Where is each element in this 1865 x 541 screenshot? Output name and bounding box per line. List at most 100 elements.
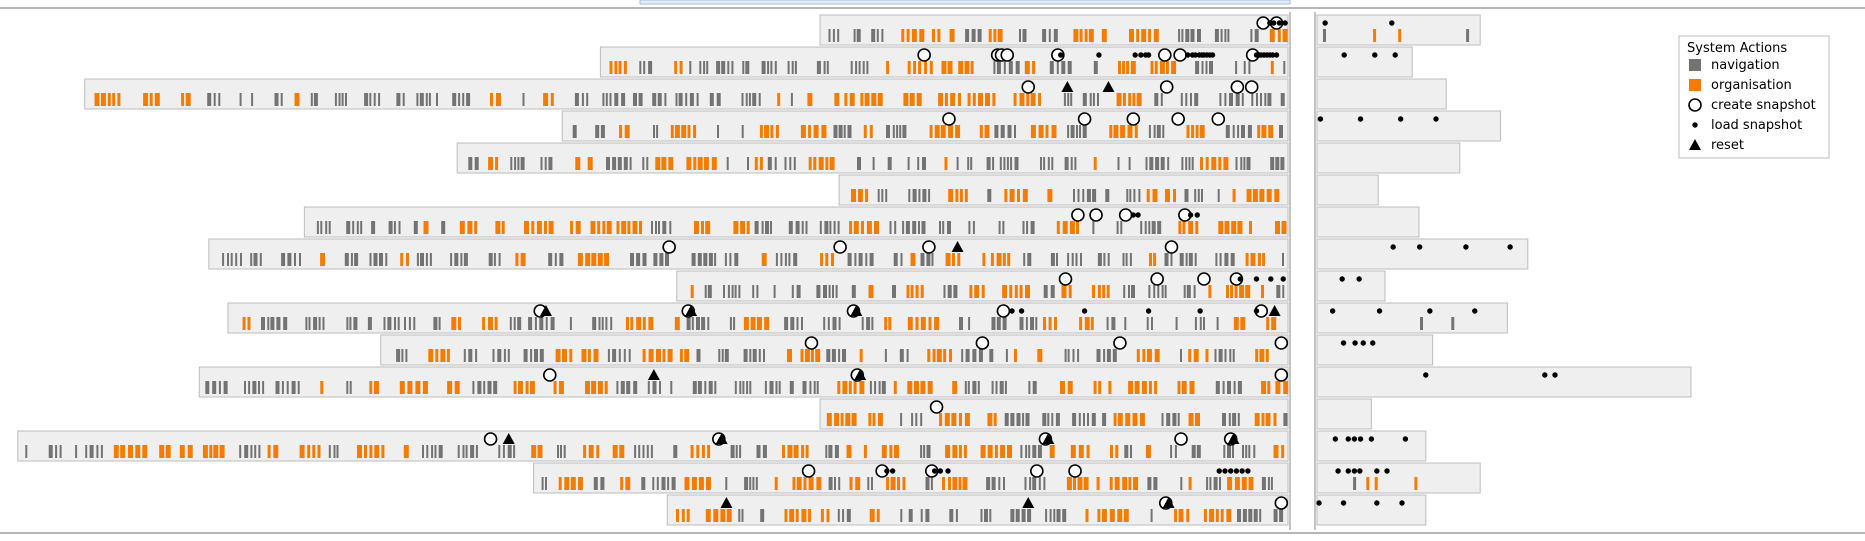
organisation-mark <box>1165 189 1170 202</box>
navigation-mark <box>250 445 253 458</box>
load-snapshot-marker <box>884 468 890 474</box>
navigation-mark <box>1235 61 1238 74</box>
organisation-mark <box>1136 349 1140 362</box>
navigation-mark <box>610 317 613 330</box>
create-snapshot-marker <box>1051 48 1065 62</box>
navigation-mark <box>655 221 657 234</box>
organisation-mark <box>1049 445 1055 458</box>
organisation-mark <box>793 445 799 458</box>
navigation-mark <box>350 253 353 266</box>
organisation-mark <box>620 477 624 490</box>
navigation-mark <box>986 157 991 170</box>
organisation-mark <box>1073 477 1076 490</box>
organisation-mark <box>440 349 446 362</box>
organisation-mark <box>787 445 793 458</box>
navigation-mark <box>1010 413 1015 426</box>
session-rows <box>17 14 1692 526</box>
navigation-mark <box>638 93 643 106</box>
organisation-mark <box>642 317 646 330</box>
organisation-mark <box>821 125 827 138</box>
organisation-mark <box>987 445 993 458</box>
organisation-mark <box>949 349 952 362</box>
load-snapshot-marker <box>1374 468 1380 474</box>
navigation-mark <box>1028 445 1031 458</box>
navigation-mark <box>1161 413 1164 426</box>
organisation-mark <box>1193 349 1199 362</box>
navigation-mark <box>926 253 931 266</box>
create-snapshot-marker <box>1158 48 1172 62</box>
organisation-mark <box>1060 381 1065 394</box>
navigation-mark <box>1133 189 1136 202</box>
navigation-mark <box>388 221 393 234</box>
navigation-mark <box>1185 93 1188 106</box>
organisation-mark <box>826 413 832 426</box>
navigation-mark <box>385 253 388 266</box>
organisation-mark <box>959 413 962 426</box>
organisation-mark <box>1398 29 1402 42</box>
navigation-mark <box>993 61 996 74</box>
reset-marker <box>1042 433 1055 444</box>
organisation-mark <box>990 253 994 266</box>
navigation-mark <box>313 317 318 330</box>
navigation-mark <box>1147 477 1152 490</box>
navigation-mark <box>520 157 525 170</box>
navigation-mark <box>1019 29 1021 42</box>
organisation-mark <box>1373 29 1377 42</box>
navigation-mark <box>756 445 761 458</box>
organisation-mark <box>1093 157 1097 170</box>
organisation-mark <box>1218 221 1224 234</box>
navigation-mark <box>802 381 807 394</box>
navigation-mark <box>1201 61 1204 74</box>
navigation-mark <box>539 317 544 330</box>
navigation-mark <box>939 221 941 234</box>
organisation-mark <box>944 93 948 106</box>
navigation-mark <box>956 157 959 170</box>
navigation-mark <box>544 157 547 170</box>
navigation-mark <box>514 157 517 170</box>
organisation-mark <box>784 509 788 522</box>
session-row <box>561 110 1502 142</box>
navigation-mark <box>606 157 610 170</box>
organisation-mark <box>948 125 954 138</box>
organisation-mark <box>970 61 974 74</box>
session-row <box>819 398 1372 430</box>
organisation-mark <box>844 93 848 106</box>
organisation-mark <box>894 445 899 458</box>
navigation-mark <box>652 93 657 106</box>
navigation-mark <box>691 253 696 266</box>
organisation-mark <box>577 253 583 266</box>
navigation-mark <box>1224 29 1227 42</box>
navigation-mark <box>1237 381 1242 394</box>
organisation-mark <box>903 93 909 106</box>
organisation-mark <box>562 349 567 362</box>
navigation-mark <box>394 317 396 330</box>
organisation-mark <box>1159 61 1165 74</box>
navigation-mark <box>25 445 28 458</box>
organisation-mark <box>972 93 976 106</box>
organisation-mark <box>1205 157 1209 170</box>
navigation-mark <box>346 317 349 330</box>
organisation-mark <box>1186 509 1190 522</box>
navigation-mark <box>1004 381 1007 394</box>
organisation-mark <box>1195 221 1199 234</box>
create-snapshot-marker <box>1126 112 1141 126</box>
navigation-mark <box>1038 477 1041 490</box>
organisation-mark <box>1152 189 1158 202</box>
organisation-mark <box>684 477 690 490</box>
navigation-mark <box>900 413 903 426</box>
navigation-mark <box>592 317 597 330</box>
organisation-mark <box>583 445 587 458</box>
create-snapshot-marker <box>1030 464 1044 478</box>
organisation-mark <box>187 445 193 458</box>
navigation-mark <box>634 445 637 458</box>
navigation-mark <box>762 445 767 458</box>
organisation-mark <box>944 157 948 170</box>
organisation-mark <box>661 157 667 170</box>
organisation-mark <box>1246 189 1252 202</box>
navigation-mark <box>369 93 372 106</box>
organisation-mark <box>1117 509 1123 522</box>
navigation-mark <box>457 445 460 458</box>
organisation-mark <box>1267 381 1271 394</box>
scroll-remnant <box>639 0 1291 5</box>
organisation-mark <box>381 445 385 458</box>
